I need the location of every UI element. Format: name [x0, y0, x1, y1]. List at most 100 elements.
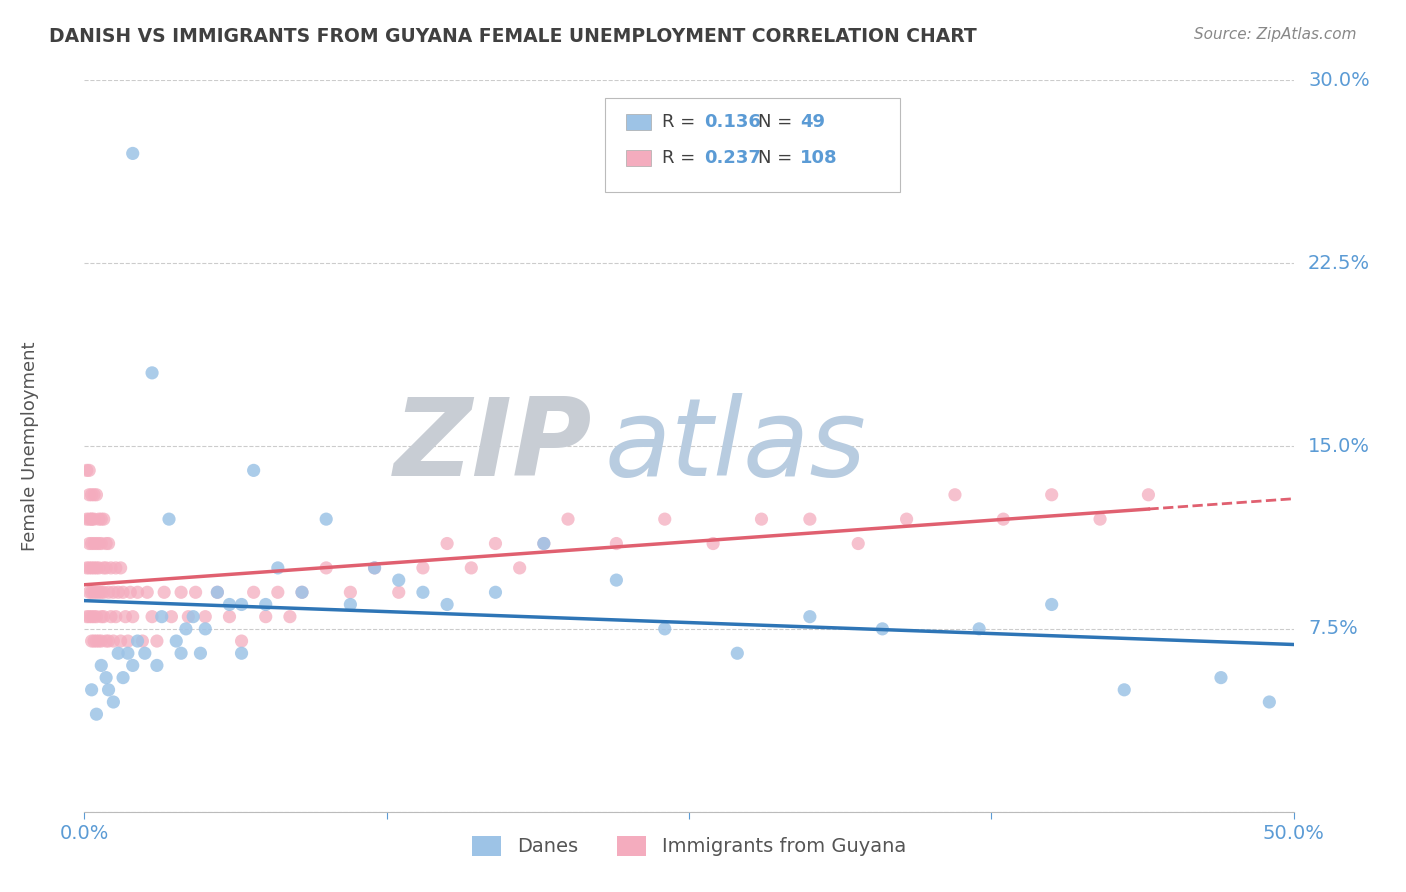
Text: 108: 108	[800, 149, 838, 167]
Text: Female Unemployment: Female Unemployment	[21, 342, 39, 550]
Point	[943, 488, 966, 502]
Point	[121, 658, 143, 673]
Point	[83, 488, 105, 502]
Point	[80, 561, 103, 575]
Point	[436, 598, 458, 612]
Point	[254, 609, 277, 624]
Text: Source: ZipAtlas.com: Source: ZipAtlas.com	[1194, 27, 1357, 42]
Point	[100, 609, 122, 624]
Point	[150, 609, 173, 624]
Point	[90, 658, 112, 673]
Point	[93, 561, 115, 575]
Point	[799, 609, 821, 624]
Point	[127, 634, 149, 648]
Point	[87, 512, 110, 526]
Point	[231, 598, 253, 612]
Point	[112, 671, 135, 685]
Point	[83, 512, 105, 526]
Point	[121, 609, 143, 624]
Point	[533, 536, 555, 550]
Point	[90, 609, 112, 624]
Point	[412, 585, 434, 599]
Point	[76, 561, 98, 575]
Point	[83, 585, 105, 599]
Point	[110, 634, 132, 648]
Text: N =: N =	[758, 113, 797, 131]
Point	[993, 512, 1015, 526]
Point	[896, 512, 918, 526]
Point	[484, 585, 506, 599]
Point	[80, 682, 103, 697]
Point	[557, 512, 579, 526]
Point	[80, 609, 103, 624]
Point	[181, 609, 204, 624]
Point	[170, 585, 193, 599]
Point	[83, 609, 105, 624]
Point	[1209, 671, 1232, 685]
Point	[87, 561, 110, 575]
Point	[94, 671, 117, 685]
Point	[86, 585, 108, 599]
Point	[231, 646, 253, 660]
Point	[94, 634, 117, 648]
Point	[231, 634, 253, 648]
Point	[100, 561, 122, 575]
Point	[117, 646, 139, 660]
Point	[86, 634, 108, 648]
Point	[93, 609, 115, 624]
Point	[117, 634, 139, 648]
Point	[190, 646, 212, 660]
Point	[207, 585, 229, 599]
Point	[90, 585, 112, 599]
Point	[174, 622, 197, 636]
Point	[254, 598, 277, 612]
Point	[267, 585, 290, 599]
Point	[315, 512, 337, 526]
Point	[799, 512, 821, 526]
Point	[83, 536, 105, 550]
Point	[278, 609, 301, 624]
Point	[194, 622, 217, 636]
Legend: Danes, Immigrants from Guyana: Danes, Immigrants from Guyana	[464, 828, 914, 864]
Point	[363, 561, 385, 575]
Point	[153, 585, 176, 599]
Point	[110, 561, 132, 575]
Text: atlas: atlas	[605, 393, 866, 499]
Point	[86, 707, 108, 722]
Point	[80, 536, 103, 550]
Point	[846, 536, 869, 550]
Point	[97, 682, 120, 697]
Point	[218, 609, 240, 624]
Point	[86, 488, 108, 502]
Text: 15.0%: 15.0%	[1308, 436, 1369, 456]
Point	[157, 512, 180, 526]
Point	[315, 561, 337, 575]
Point	[242, 463, 264, 477]
Point	[80, 585, 103, 599]
Point	[533, 536, 555, 550]
Point	[87, 585, 110, 599]
Point	[83, 634, 105, 648]
Point	[460, 561, 482, 575]
Point	[291, 585, 314, 599]
Point	[103, 634, 125, 648]
Point	[509, 561, 531, 575]
Text: 49: 49	[800, 113, 825, 131]
Point	[103, 585, 125, 599]
Point	[87, 634, 110, 648]
Point	[107, 646, 129, 660]
Point	[103, 695, 125, 709]
Text: N =: N =	[758, 149, 797, 167]
Point	[702, 536, 724, 550]
Text: 30.0%: 30.0%	[1308, 70, 1369, 90]
Text: 7.5%: 7.5%	[1308, 619, 1358, 639]
Text: R =: R =	[662, 149, 702, 167]
Point	[165, 634, 187, 648]
Point	[86, 536, 108, 550]
Point	[131, 634, 153, 648]
Point	[93, 512, 115, 526]
Point	[194, 609, 217, 624]
Point	[1114, 682, 1136, 697]
Point	[388, 585, 411, 599]
Point	[184, 585, 207, 599]
